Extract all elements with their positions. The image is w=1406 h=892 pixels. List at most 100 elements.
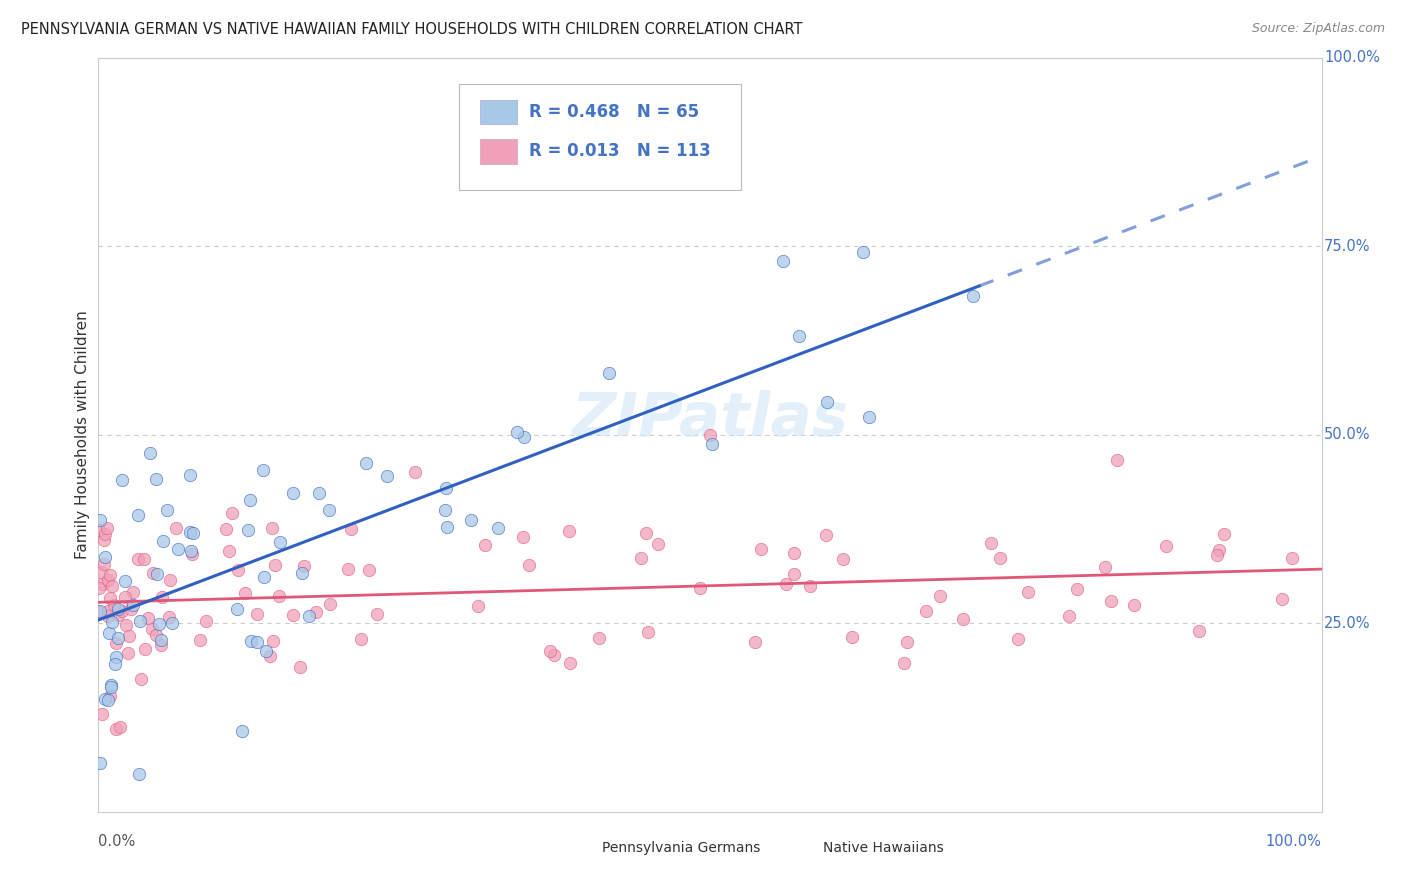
Point [928, 589, 950, 603]
Point [107, 607, 129, 622]
Point [127, 552, 149, 566]
Point [97, 692, 120, 706]
Point [460, 513, 482, 527]
Point [142, 566, 165, 581]
Point [281, 485, 304, 500]
Point [474, 538, 496, 552]
Point [188, 632, 211, 647]
Point [139, 446, 162, 460]
Point [104, 636, 127, 650]
Point [1057, 609, 1080, 624]
Point [269, 535, 291, 549]
Point [517, 558, 540, 573]
Point [233, 585, 256, 599]
Point [1206, 549, 1229, 563]
Point [350, 632, 373, 647]
FancyBboxPatch shape [479, 139, 517, 163]
Point [165, 521, 187, 535]
Point [103, 598, 125, 612]
Point [433, 503, 456, 517]
Point [814, 528, 837, 542]
Point [91, 577, 114, 591]
Point [134, 552, 156, 566]
Point [104, 657, 127, 671]
Text: 50.0%: 50.0% [1324, 427, 1371, 442]
Point [915, 604, 938, 618]
Point [100, 615, 122, 629]
Point [962, 289, 984, 303]
Point [505, 425, 527, 439]
Point [89, 756, 111, 770]
Point [893, 657, 915, 671]
Point [281, 608, 304, 623]
Point [145, 472, 167, 486]
Point [858, 410, 880, 425]
Point [630, 550, 652, 565]
Point [305, 605, 328, 619]
Point [1154, 539, 1177, 553]
Point [1107, 452, 1129, 467]
Point [96, 521, 118, 535]
Point [180, 544, 202, 558]
Point [134, 642, 156, 657]
Point [121, 598, 143, 612]
Point [195, 614, 218, 628]
Point [1007, 632, 1029, 647]
Point [148, 617, 170, 632]
FancyBboxPatch shape [790, 838, 817, 857]
Point [689, 581, 711, 595]
Text: ZIPatlas: ZIPatlas [571, 391, 849, 450]
Point [262, 634, 284, 648]
Point [267, 589, 290, 603]
Point [775, 576, 797, 591]
Point [772, 254, 794, 268]
Point [145, 628, 167, 642]
Point [1099, 593, 1122, 607]
Point [100, 678, 122, 692]
Point [179, 467, 201, 482]
Point [159, 573, 181, 587]
Point [231, 723, 253, 738]
Point [354, 457, 377, 471]
Point [1017, 585, 1039, 599]
Point [87, 605, 110, 619]
Point [107, 631, 129, 645]
Point [89, 513, 111, 527]
Point [152, 534, 174, 549]
Point [1094, 560, 1116, 574]
Point [513, 429, 536, 443]
Point [252, 463, 274, 477]
Point [118, 629, 141, 643]
Point [319, 597, 342, 611]
Point [94, 691, 117, 706]
Point [253, 570, 276, 584]
Point [598, 366, 620, 380]
Point [260, 521, 283, 535]
Point [101, 579, 124, 593]
Point [98, 591, 121, 605]
Point [179, 525, 201, 540]
Point [129, 672, 152, 686]
Point [167, 541, 190, 556]
Point [150, 638, 173, 652]
Point [157, 610, 180, 624]
Point [486, 521, 509, 535]
Point [292, 558, 315, 573]
Point [1066, 582, 1088, 597]
Text: Pennsylvania Germans: Pennsylvania Germans [602, 841, 761, 855]
Point [128, 767, 150, 781]
Point [98, 567, 121, 582]
Point [980, 536, 1002, 550]
Point [150, 632, 173, 647]
Point [699, 427, 721, 442]
Point [952, 612, 974, 626]
Point [375, 468, 398, 483]
Point [560, 656, 582, 670]
Point [359, 563, 381, 577]
Point [366, 607, 388, 621]
Point [634, 526, 657, 541]
Point [128, 614, 150, 628]
Text: R = 0.013   N = 113: R = 0.013 N = 113 [529, 143, 711, 161]
Point [239, 492, 262, 507]
Point [107, 602, 129, 616]
